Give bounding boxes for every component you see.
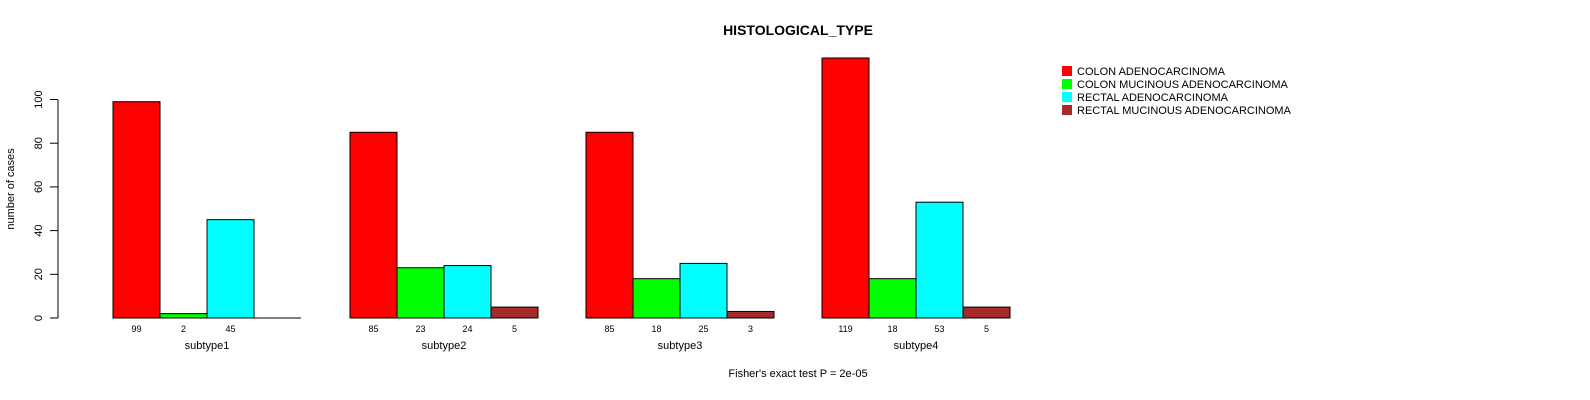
legend-label-1: COLON ADENOCARCINOMA — [1077, 66, 1226, 78]
value-label-subtype3-1: 85 — [604, 324, 614, 334]
bar-subtype3-3 — [679, 262, 728, 319]
bar-subtype4-4 — [962, 306, 1011, 319]
bar-subtype2-3 — [443, 265, 492, 319]
value-label-subtype2-1: 85 — [368, 324, 378, 334]
y-tick-label-40: 40 — [33, 224, 45, 236]
y-tick-label-0: 0 — [33, 315, 45, 321]
legend-swatch-4 — [1062, 105, 1072, 115]
bar-subtype1-2 — [159, 313, 208, 319]
bar-subtype4-3 — [915, 201, 964, 319]
legend-swatch-2 — [1062, 79, 1072, 89]
value-label-subtype2-2: 23 — [415, 324, 425, 334]
value-label-subtype2-4: 5 — [512, 324, 517, 334]
bar-subtype1-3 — [206, 219, 255, 319]
bar-subtype4-2 — [868, 278, 917, 319]
group-label-subtype2: subtype2 — [422, 340, 467, 352]
value-label-subtype4-4: 5 — [984, 324, 989, 334]
value-label-subtype3-4: 3 — [748, 324, 753, 334]
y-axis-ticks: 0 20 40 60 80 100 — [33, 90, 58, 321]
legend-label-2: COLON MUCINOUS ADENOCARCINOMA — [1077, 79, 1289, 91]
value-label-subtype4-1: 119 — [838, 324, 852, 334]
bar-subtype4-1 — [821, 57, 870, 319]
group-label-subtype1: subtype1 — [185, 340, 230, 352]
legend-swatch-1 — [1062, 66, 1072, 76]
group-label-subtype3: subtype3 — [658, 340, 703, 352]
value-labels: 99 2 45 85 23 24 5 85 18 25 3 119 18 53 5 — [131, 324, 989, 334]
bar-subtype3-1 — [585, 131, 634, 319]
legend-label-3: RECTAL ADENOCARCINOMA — [1077, 92, 1229, 104]
group-label-subtype4: subtype4 — [894, 340, 939, 352]
group-labels: subtype1 subtype2 subtype3 subtype4 — [185, 340, 939, 352]
value-label-subtype3-2: 18 — [651, 324, 661, 334]
bar-subtype1-1 — [112, 101, 161, 319]
bar-subtype2-1 — [349, 131, 398, 319]
bar-subtype2-2 — [396, 267, 445, 319]
value-label-subtype3-3: 25 — [698, 324, 708, 334]
value-label-subtype1-2: 2 — [181, 324, 186, 334]
y-tick-label-100: 100 — [33, 90, 45, 108]
y-axis-label: number of cases — [5, 148, 17, 230]
value-label-subtype4-3: 53 — [934, 324, 944, 334]
footer-test-result: Fisher's exact test P = 2e-05 — [728, 368, 867, 380]
value-label-subtype1-3: 45 — [225, 324, 235, 334]
bar-subtype3-4 — [726, 310, 775, 319]
bar-subtype2-4 — [490, 306, 539, 319]
legend-swatch-3 — [1062, 92, 1072, 102]
y-tick-label-80: 80 — [33, 137, 45, 149]
legend-label-4: RECTAL MUCINOUS ADENOCARCINOMA — [1077, 105, 1292, 117]
value-label-subtype4-2: 18 — [887, 324, 897, 334]
bar-subtype3-2 — [632, 278, 681, 319]
value-label-subtype2-3: 24 — [462, 324, 472, 334]
chart-title: HISTOLOGICAL_TYPE — [723, 22, 873, 38]
y-tick-label-20: 20 — [33, 268, 45, 280]
y-tick-label-60: 60 — [33, 181, 45, 193]
value-label-subtype1-1: 99 — [131, 324, 141, 334]
bars — [112, 57, 1011, 319]
